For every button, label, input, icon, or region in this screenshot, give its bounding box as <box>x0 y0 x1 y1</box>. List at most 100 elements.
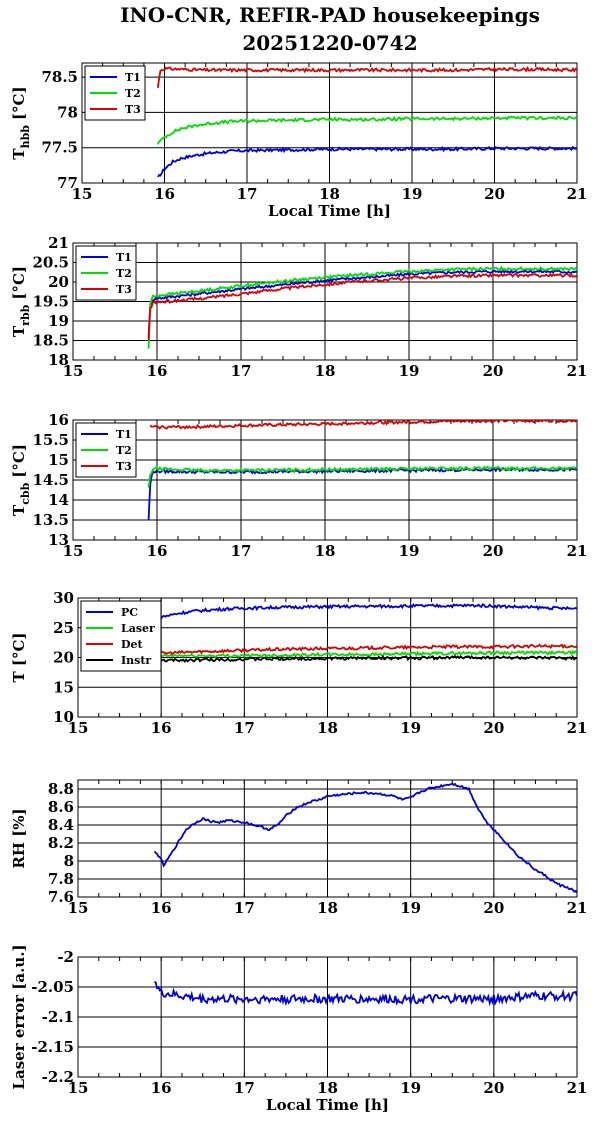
x-tick-label: 16 <box>151 1079 172 1097</box>
y-tick-label: 10 <box>53 708 74 726</box>
x-tick-label: 15 <box>68 1079 89 1097</box>
legend: T1 T2 T3 <box>75 245 137 301</box>
x-tick-label: 21 <box>567 185 588 203</box>
legend-label: Laser <box>121 622 155 635</box>
x-tick-label: 18 <box>315 362 336 380</box>
y-tick-label: 20 <box>53 649 74 667</box>
legend-label: PC <box>121 606 138 619</box>
x-tick-label: 16 <box>151 899 172 917</box>
y-tick-label: 7.8 <box>48 870 74 888</box>
y-axis-label-main: T <box>10 148 28 160</box>
x-tick-label: 20 <box>483 1079 504 1097</box>
y-axis-label: Tcbb [°C] <box>10 444 32 516</box>
x-tick-label: 21 <box>567 719 588 737</box>
x-tick-label: 21 <box>567 899 588 917</box>
x-tick-label: 18 <box>315 542 336 560</box>
y-tick-label: 8.2 <box>48 834 74 852</box>
legend-label: T3 <box>116 460 132 473</box>
y-axis-label-unit: [°C] <box>10 444 28 478</box>
x-tick-label: 17 <box>234 899 255 917</box>
legend-label: T2 <box>116 267 132 280</box>
x-tick-label: 17 <box>231 362 252 380</box>
y-axis-label-subscript: hbb <box>19 125 32 149</box>
y-tick-label: 19 <box>48 312 69 330</box>
legend-label: T2 <box>116 444 132 457</box>
x-tick-label: 17 <box>234 719 255 737</box>
y-tick-label: 8.4 <box>48 816 74 834</box>
x-axis-label: Local Time [h] <box>268 202 391 220</box>
y-axis-label: Laser error [a.u.] <box>10 944 28 1089</box>
y-axis-label: RH [%] <box>10 808 28 868</box>
x-tick-label: 16 <box>147 362 168 380</box>
x-tick-label: 20 <box>483 542 504 560</box>
series-line-pc <box>153 603 577 622</box>
y-tick-label: 8.8 <box>48 780 74 798</box>
y-axis-label-subscript: cbb <box>19 482 32 504</box>
y-axis-label-main: Laser error [a.u.] <box>10 944 28 1089</box>
series-line-det <box>154 643 577 656</box>
y-tick-label: 15.5 <box>32 431 69 449</box>
x-tick-label: 18 <box>317 719 338 737</box>
x-tick-label: 15 <box>72 185 93 203</box>
y-tick-label: 25 <box>53 619 74 637</box>
y-axis-label: T [°C] <box>10 632 28 682</box>
x-tick-label: 20 <box>483 899 504 917</box>
legend-label: Det <box>121 638 144 651</box>
y-tick-label: 18.5 <box>32 332 69 350</box>
chart-panel-2: 15 16 17 18 19 20 211818.51919.52020.521Trbb[°… <box>10 234 587 380</box>
y-tick-label: -2.2 <box>42 1068 74 1086</box>
y-tick-label: 16 <box>48 411 69 429</box>
chart-panel-6: 15 16 17 18 19 20 21 -2.2 -2.15 -2.1 -2.05 -2 Laser … <box>10 944 587 1114</box>
x-tick-label: 19 <box>399 362 420 380</box>
y-axis-label-subscript: rbb <box>19 304 32 325</box>
figure-date: 20251220-0742 <box>242 31 417 55</box>
y-tick-label: 18 <box>48 351 69 369</box>
y-axis-label-main: RH [%] <box>10 808 28 868</box>
y-tick-label: 13.5 <box>32 511 69 529</box>
y-axis-label: Trbb [°C] <box>10 266 32 337</box>
y-tick-label: 77 <box>57 174 78 192</box>
x-tick-label: 19 <box>400 719 421 737</box>
x-tick-label: 18 <box>317 899 338 917</box>
x-tick-label: 16 <box>147 542 168 560</box>
y-axis-label-main: T [°C] <box>10 632 28 682</box>
x-tick-label: 17 <box>231 542 252 560</box>
y-tick-label: 8.6 <box>48 798 74 816</box>
y-tick-label: 20 <box>48 273 69 291</box>
y-tick-label: 15 <box>53 678 74 696</box>
y-tick-label: -2.1 <box>42 1008 74 1026</box>
x-tick-label: 16 <box>154 185 175 203</box>
series-line-t1 <box>157 145 577 178</box>
y-tick-label: 19.5 <box>32 293 69 311</box>
chart-panel-3: 15 16 17 18 19 20 21 13 13.5 14 14.5 15 15.5 16 Tcbb [°… <box>10 411 587 560</box>
series-line-t3 <box>157 66 577 89</box>
x-tick-label: 20 <box>484 185 505 203</box>
legend-label: T3 <box>125 103 141 116</box>
x-tick-label: 19 <box>402 185 423 203</box>
series-line-instr <box>154 654 577 664</box>
y-tick-label: 8 <box>64 852 74 870</box>
y-tick-label: -2.15 <box>31 1038 74 1056</box>
x-tick-label: 18 <box>319 185 340 203</box>
y-tick-label: 14.5 <box>32 471 69 489</box>
legend: T1 T2 T3 <box>75 422 137 478</box>
x-tick-label: 16 <box>151 719 172 737</box>
series-line-t2 <box>147 465 577 488</box>
x-tick-label: 15 <box>63 542 84 560</box>
y-axis-label: Thbb [°C] <box>10 86 32 159</box>
x-tick-label: 19 <box>399 542 420 560</box>
x-tick-label: 21 <box>567 1079 588 1097</box>
legend-label: T1 <box>116 251 132 264</box>
series-line-t2 <box>157 115 577 145</box>
legend-label: T1 <box>116 428 132 441</box>
series-line-t3 <box>149 420 577 430</box>
figure-title: INO-CNR, REFIR-PAD housekeepings <box>120 3 540 27</box>
x-tick-label: 18 <box>317 1079 338 1097</box>
legend: PC Laser Det Instr <box>80 600 162 672</box>
y-tick-label: 7.6 <box>48 888 74 906</box>
y-tick-label: 21 <box>48 234 69 252</box>
y-tick-label: 78 <box>57 103 78 121</box>
series-line-t1 <box>147 268 577 338</box>
legend-label: T1 <box>125 71 141 84</box>
